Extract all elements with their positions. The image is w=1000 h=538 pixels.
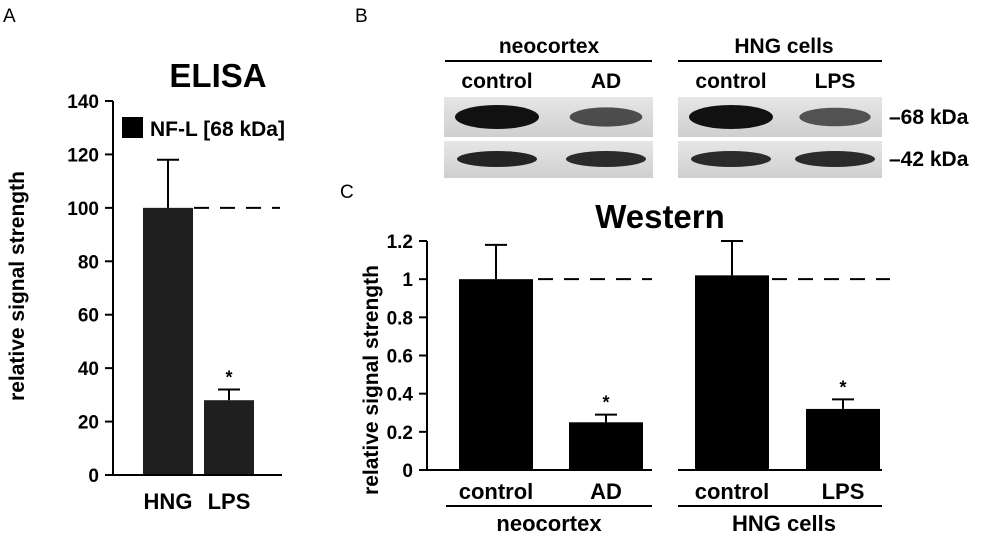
blot-band-42 [795,151,875,167]
blot-band-42 [457,151,537,167]
chart-c-bar [459,279,533,470]
chart-a-y-tick-label: 120 [67,145,99,166]
blot-lane-label: AD [591,70,621,93]
chart-c-category-label: LPS [822,479,865,504]
chart-c-y-axis-label: relative signal strength [360,265,383,495]
chart-c-y-tick-label: 0.4 [387,385,414,406]
chart-c-y-tick-label: 0.6 [387,347,413,368]
chart-a-bar [143,207,193,475]
blot-band-label-42: –42 kDa [889,148,969,171]
chart-a-category-label: HNG [144,489,193,514]
blot-lane-label: control [695,70,766,93]
chart-a-y-axis-label: relative signal strength [6,171,29,401]
blot-band-68 [569,107,643,127]
chart-c-y-tick-label: 1.2 [387,232,413,253]
blot-band-label-68: –68 kDa [889,106,969,129]
chart-a-y-tick-label: 0 [88,466,99,487]
chart-c-bar [569,422,643,470]
legend-label: NF-L [68 kDa] [150,118,285,141]
chart-c-bar [806,408,880,470]
chart-c-y-tick-label: 0.2 [387,423,413,444]
blot-band-42 [566,151,646,167]
chart-a-category-label: LPS [208,489,251,514]
chart-a-bar [204,400,254,475]
chart-c-y-tick-label: 0 [402,461,413,482]
chart-c-category-label: control [695,479,770,504]
chart-c-significance-marker: * [839,377,846,397]
chart-c-y-tick-label: 0.8 [387,308,413,329]
chart-a-title: ELISA [169,57,266,94]
chart-a-y-tick-label: 140 [67,92,99,113]
chart-a-y-tick-label: 60 [78,306,99,327]
blot-group-label-neocortex: neocortex [499,35,600,58]
chart-a: 0 20 40 60 80 100 120 140 HNG * LPS [67,92,282,514]
chart-c-category-label: control [459,479,534,504]
blot-lane-label: control [461,70,532,93]
chart-c-significance-marker: * [602,393,609,413]
chart-c-group-label-hng-cells: HNG cells [732,511,836,536]
blot-band-68 [689,105,773,129]
chart-a-y-tick-label: 100 [67,199,99,220]
blot-band-68 [799,107,871,127]
blot-lane-label: LPS [815,70,856,93]
chart-c-group-label-neocortex: neocortex [496,511,602,536]
panel-label-a: A [3,6,16,27]
chart-a-y-tick-label: 80 [78,252,99,273]
panel-label-b: B [355,6,368,27]
chart-c-title: Western [595,198,725,235]
blot-band-42 [691,151,771,167]
legend-swatch [122,117,143,138]
panel-label-c: C [340,182,354,203]
chart-a-y-tick-label: 20 [78,413,99,434]
chart-c-bar [695,275,769,470]
chart-c: 0 0.2 0.4 0.6 0.8 1 1.2 control * AD control * LPS [387,232,890,504]
blot-group-label-hng-cells: HNG cells [734,35,833,58]
blot-band-68 [455,105,539,129]
chart-a-y-tick-label: 40 [78,359,99,380]
chart-c-y-tick-label: 1 [402,270,413,291]
chart-c-category-label: AD [590,479,622,504]
chart-a-significance-marker: * [225,368,232,388]
western-blot: neocortex HNG cells control AD control L… [444,35,969,178]
